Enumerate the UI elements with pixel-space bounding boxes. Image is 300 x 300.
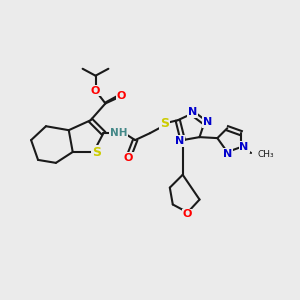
Text: S: S bbox=[160, 117, 169, 130]
Text: O: O bbox=[124, 153, 133, 163]
Text: N: N bbox=[239, 142, 249, 152]
Text: S: S bbox=[92, 146, 101, 160]
Text: O: O bbox=[91, 85, 100, 96]
Text: N: N bbox=[175, 136, 184, 146]
Text: N: N bbox=[188, 107, 197, 117]
Text: NH: NH bbox=[110, 128, 127, 138]
Text: CH₃: CH₃ bbox=[257, 151, 274, 160]
Text: N: N bbox=[203, 117, 212, 127]
Text: O: O bbox=[183, 209, 192, 219]
Text: O: O bbox=[117, 91, 126, 100]
Text: N: N bbox=[223, 149, 232, 159]
